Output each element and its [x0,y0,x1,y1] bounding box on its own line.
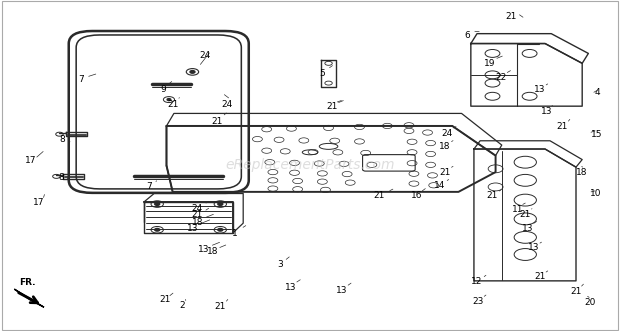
Circle shape [190,71,195,73]
Text: 21: 21 [534,272,546,281]
Text: 21: 21 [215,302,226,311]
Text: 21: 21 [159,296,170,305]
Text: 21: 21 [374,191,385,200]
Text: 14: 14 [434,181,446,190]
Text: 2: 2 [179,301,185,310]
Text: 13: 13 [187,224,198,233]
Text: 21: 21 [192,210,203,219]
Text: 21: 21 [570,287,582,296]
Text: 13: 13 [522,224,533,233]
Text: 21: 21 [326,102,337,111]
Text: 8: 8 [58,172,64,181]
Text: 23: 23 [472,297,484,306]
Text: 15: 15 [591,130,602,139]
Text: 24: 24 [199,51,210,60]
Text: 24: 24 [192,204,203,213]
Text: 13: 13 [198,245,210,254]
Text: 13: 13 [541,107,552,116]
Text: 22: 22 [495,73,506,82]
Text: 24: 24 [221,100,232,109]
Text: 19: 19 [484,59,495,68]
Text: 18: 18 [439,142,451,151]
Text: 4: 4 [595,88,600,98]
Text: eReplacementParts.com: eReplacementParts.com [225,159,395,172]
Text: 21: 21 [487,191,498,200]
Text: 13: 13 [534,85,546,94]
Text: 21: 21 [211,117,223,125]
Text: 18: 18 [577,167,588,177]
Text: 21: 21 [520,210,531,219]
Text: 5: 5 [319,69,326,78]
Text: 21: 21 [505,12,516,21]
Circle shape [155,228,160,231]
Text: 13: 13 [285,283,296,292]
Text: 12: 12 [471,277,483,286]
Text: 10: 10 [590,189,601,198]
Text: 7: 7 [146,182,152,191]
Text: 13: 13 [528,243,539,253]
Text: 20: 20 [584,298,595,307]
Text: 21: 21 [167,100,179,109]
Text: 24: 24 [441,129,453,138]
Circle shape [218,228,223,231]
Text: 16: 16 [410,191,422,200]
Circle shape [218,203,223,205]
Text: 13: 13 [337,286,348,295]
Text: FR.: FR. [19,278,36,287]
Text: 21: 21 [439,168,451,177]
Text: 17: 17 [25,156,36,165]
Text: 17: 17 [33,198,45,207]
Text: 6: 6 [465,31,471,40]
Text: 11: 11 [512,205,523,213]
Text: 18: 18 [192,218,203,227]
Text: 7: 7 [78,75,84,84]
Text: 3: 3 [277,260,283,269]
Polygon shape [14,289,44,307]
Circle shape [167,99,171,101]
Circle shape [155,203,160,205]
Text: 1: 1 [232,229,237,238]
Text: 21: 21 [557,122,568,131]
Text: 8: 8 [60,135,66,144]
Text: 9: 9 [161,85,166,94]
Text: 18: 18 [206,247,218,256]
